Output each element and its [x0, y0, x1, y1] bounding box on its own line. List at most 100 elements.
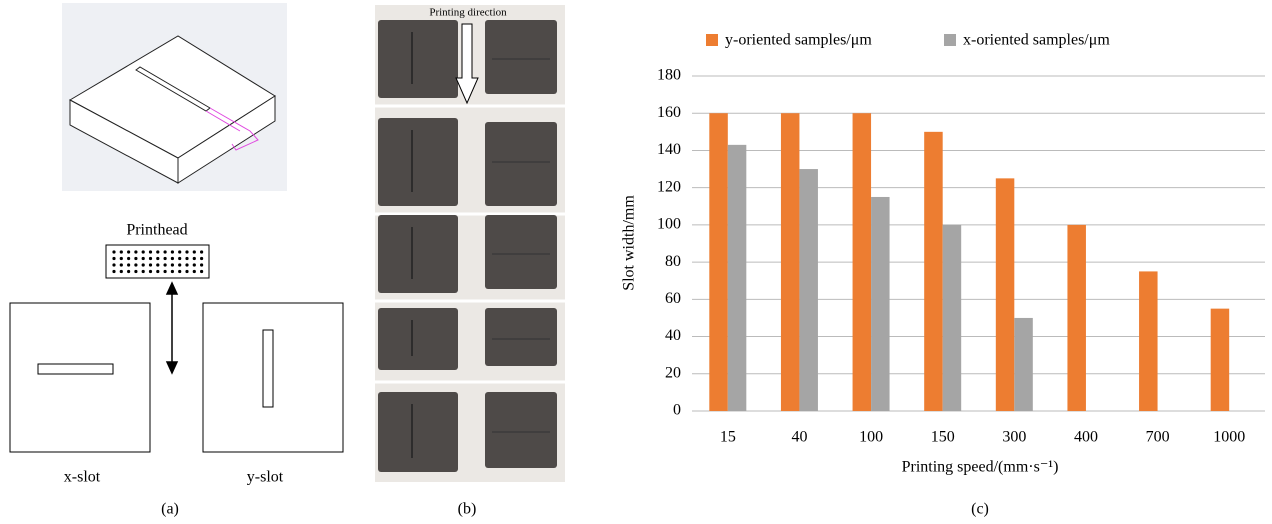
nozzle	[149, 250, 152, 253]
bar	[996, 178, 1015, 411]
nozzle	[142, 250, 145, 253]
nozzle	[127, 263, 130, 266]
bar	[728, 145, 747, 411]
y-slot-label: y-slot	[247, 469, 284, 486]
x-axis-label: Printing speed/(mm·s⁻¹)	[902, 459, 1059, 476]
y-tick-label: 180	[657, 67, 681, 84]
y-slot	[263, 330, 273, 407]
nozzle	[156, 263, 159, 266]
nozzle	[142, 257, 145, 260]
legend-swatch	[706, 34, 718, 46]
nozzle	[193, 263, 196, 266]
nozzle	[120, 257, 123, 260]
nozzle	[200, 270, 203, 273]
nozzle	[193, 250, 196, 253]
figure: Printhead x-slot y-slot (a) Printing dir…	[0, 0, 1272, 524]
x-slot-sample	[10, 303, 150, 452]
bar	[924, 132, 943, 411]
y-tick-label: 20	[665, 364, 681, 381]
sample	[378, 215, 458, 293]
nozzle	[164, 270, 167, 273]
panel-label: (c)	[971, 501, 989, 518]
bar	[799, 169, 818, 411]
legend-label: y-oriented samples/μm	[725, 32, 872, 49]
nozzle	[193, 270, 196, 273]
nozzle	[112, 250, 115, 253]
nozzle	[120, 270, 123, 273]
sample	[378, 118, 458, 206]
legend-swatch	[944, 34, 956, 46]
x-tick-label: 700	[1146, 429, 1170, 446]
y-tick-label: 120	[657, 178, 681, 195]
nozzle	[185, 250, 188, 253]
nozzle	[178, 250, 181, 253]
nozzle	[178, 270, 181, 273]
nozzle	[200, 250, 203, 253]
nozzle	[127, 257, 130, 260]
x-tick-label: 400	[1074, 429, 1098, 446]
x-slot	[38, 364, 113, 374]
nozzle	[112, 263, 115, 266]
sample	[378, 308, 458, 370]
x-slot-label: x-slot	[64, 469, 101, 486]
nozzle	[156, 257, 159, 260]
nozzle	[185, 257, 188, 260]
x-tick-label: 300	[1002, 429, 1026, 446]
sample	[485, 215, 557, 289]
nozzle	[120, 263, 123, 266]
nozzle	[156, 270, 159, 273]
nozzle	[134, 263, 137, 266]
nozzle	[134, 250, 137, 253]
x-tick-label: 40	[791, 429, 807, 446]
x-tick-label: 15	[720, 429, 736, 446]
nozzle	[178, 263, 181, 266]
y-tick-label: 80	[665, 253, 681, 270]
nozzle	[171, 263, 174, 266]
nozzle	[178, 257, 181, 260]
panel-label: (a)	[161, 501, 179, 518]
y-tick-label: 160	[657, 104, 681, 121]
sample	[485, 392, 557, 468]
y-tick-label: 40	[665, 327, 681, 344]
nozzle	[164, 263, 167, 266]
nozzle	[112, 257, 115, 260]
nozzle	[142, 270, 145, 273]
bar	[943, 225, 962, 411]
nozzle	[200, 263, 203, 266]
nozzle	[134, 270, 137, 273]
direction-label: Printing direction	[429, 7, 507, 19]
printhead-label: Printhead	[126, 222, 187, 239]
nozzle	[164, 257, 167, 260]
nozzle	[193, 257, 196, 260]
bar	[1067, 225, 1086, 411]
nozzle	[171, 250, 174, 253]
nozzle	[171, 270, 174, 273]
nozzle	[134, 257, 137, 260]
x-tick-label: 1000	[1213, 429, 1245, 446]
sample	[378, 392, 458, 472]
panel-label: (b)	[458, 501, 477, 518]
y-tick-label: 0	[673, 402, 681, 419]
sample	[485, 308, 557, 366]
nozzle	[185, 270, 188, 273]
nozzle	[149, 257, 152, 260]
nozzle	[112, 270, 115, 273]
bar	[781, 113, 800, 411]
y-axis-label: Slot width/mm	[621, 195, 638, 291]
bar	[853, 113, 872, 411]
motion-arrow	[167, 283, 177, 373]
y-tick-label: 60	[665, 290, 681, 307]
nozzle	[164, 250, 167, 253]
bar	[709, 113, 728, 411]
nozzle	[127, 250, 130, 253]
nozzle	[156, 250, 159, 253]
sample	[378, 20, 458, 98]
bar	[1014, 318, 1033, 411]
y-tick-label: 140	[657, 141, 681, 158]
sample	[485, 122, 557, 206]
nozzle	[127, 270, 130, 273]
nozzle	[185, 263, 188, 266]
bar	[1211, 309, 1230, 411]
x-tick-label: 150	[931, 429, 955, 446]
